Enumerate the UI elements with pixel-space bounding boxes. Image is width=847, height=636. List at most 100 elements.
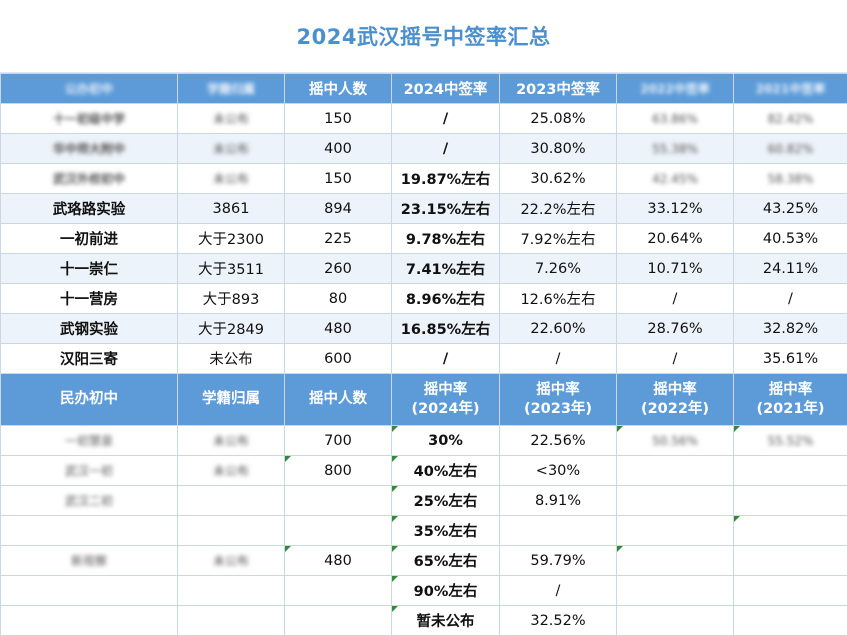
- rate-2024-cell: 40%左右: [391, 455, 500, 486]
- rate-2023-cell: [499, 515, 617, 546]
- private-header-school: 民办初中: [0, 373, 178, 426]
- rate-2024-cell: 9.78%左右: [391, 223, 500, 254]
- rate-2024-cell: 90%左右: [391, 575, 500, 606]
- rate-2024-cell: 7.41%左右: [391, 253, 500, 284]
- table-row: 武汉一初 未公布 800 40%左右 <30%: [0, 455, 847, 486]
- school-name-cell: 武珞路实验: [0, 193, 178, 224]
- school-name-cell: 武汉一初: [0, 455, 178, 486]
- count-cell: 150: [284, 163, 392, 194]
- rate-2021-cell: 60.82%: [733, 133, 847, 164]
- rate-2022-cell: 63.86%: [616, 103, 734, 134]
- table-row: 一初前进 大于2300 225 9.78%左右 7.92%左右 20.64% 4…: [0, 223, 847, 254]
- count-cell: 480: [284, 313, 392, 344]
- roll-cell: 未公布: [177, 133, 285, 164]
- rate-2021-cell: 55.52%: [733, 425, 847, 456]
- rate-2022-cell: 10.71%: [616, 253, 734, 284]
- rate-2023-cell: 22.2%左右: [499, 193, 617, 224]
- rate-2022-cell: 42.45%: [616, 163, 734, 194]
- rate-2021-cell: 40.53%: [733, 223, 847, 254]
- roll-cell: 未公布: [177, 163, 285, 194]
- lottery-rate-table: 公办初中 学籍归属 摇中人数 2024中签率 2023中签率 2022中签率 2…: [0, 73, 847, 636]
- roll-cell: 3861: [177, 193, 285, 224]
- school-name-cell: 一初慧泉: [0, 425, 178, 456]
- public-header-2022: 2022中签率: [616, 73, 734, 104]
- rate-2021-cell: [733, 605, 847, 636]
- school-name-cell: [0, 515, 178, 546]
- private-header-2021: 摇中率 (2021年): [733, 373, 847, 426]
- rate-2021-cell: 32.82%: [733, 313, 847, 344]
- public-header-count: 摇中人数: [284, 73, 392, 104]
- rate-2021-cell: 43.25%: [733, 193, 847, 224]
- school-name-cell: 华中师大附中: [0, 133, 178, 164]
- table-row: 暂未公布 32.52%: [0, 605, 847, 636]
- rate-2023-cell: 12.6%左右: [499, 283, 617, 314]
- count-cell: 80: [284, 283, 392, 314]
- table-row: 汉阳三寄 未公布 600 / / / 35.61%: [0, 343, 847, 374]
- roll-cell: 未公布: [177, 545, 285, 576]
- table-row: 35%左右: [0, 515, 847, 546]
- rate-2024-cell: 暂未公布: [391, 605, 500, 636]
- school-name-cell: [0, 605, 178, 636]
- rate-2023-cell: <30%: [499, 455, 617, 486]
- count-cell: 894: [284, 193, 392, 224]
- rate-2024-cell: 19.87%左右: [391, 163, 500, 194]
- count-cell: 700: [284, 425, 392, 456]
- table-row: 十一初级中学 未公布 150 / 25.08% 63.86% 82.42%: [0, 103, 847, 134]
- rate-2023-cell: 30.62%: [499, 163, 617, 194]
- rate-2023-cell: 59.79%: [499, 545, 617, 576]
- public-header-2024: 2024中签率: [391, 73, 500, 104]
- table-row: 武汉二初 25%左右 8.91%: [0, 485, 847, 516]
- rate-2022-cell: [616, 455, 734, 486]
- table-row: 90%左右 /: [0, 575, 847, 606]
- rate-2023-cell: 7.26%: [499, 253, 617, 284]
- private-header-count: 摇中人数: [284, 373, 392, 426]
- private-header-roll: 学籍归属: [177, 373, 285, 426]
- rate-2022-cell: 33.12%: [616, 193, 734, 224]
- rate-2022-cell: [616, 485, 734, 516]
- roll-cell: 大于2300: [177, 223, 285, 254]
- rate-2023-cell: 7.92%左右: [499, 223, 617, 254]
- roll-cell: 大于3511: [177, 253, 285, 284]
- rate-2024-cell: 23.15%左右: [391, 193, 500, 224]
- rate-2022-cell: 20.64%: [616, 223, 734, 254]
- roll-cell: 大于2849: [177, 313, 285, 344]
- private-header-2024: 摇中率 (2024年): [391, 373, 500, 426]
- roll-cell: 未公布: [177, 455, 285, 486]
- rate-2023-cell: 32.52%: [499, 605, 617, 636]
- rate-2024-cell: 35%左右: [391, 515, 500, 546]
- school-name-cell: 新观察: [0, 545, 178, 576]
- table-row: 十一崇仁 大于3511 260 7.41%左右 7.26% 10.71% 24.…: [0, 253, 847, 284]
- rate-2021-cell: /: [733, 283, 847, 314]
- public-header-school: 公办初中: [0, 73, 178, 104]
- rate-2021-cell: 24.11%: [733, 253, 847, 284]
- school-name-cell: 汉阳三寄: [0, 343, 178, 374]
- rate-2021-cell: [733, 515, 847, 546]
- rate-2023-cell: /: [499, 575, 617, 606]
- rate-2023-cell: /: [499, 343, 617, 374]
- table-row: 武钢实验 大于2849 480 16.85%左右 22.60% 28.76% 3…: [0, 313, 847, 344]
- roll-cell: [177, 605, 285, 636]
- public-header-2021: 2021中签率: [733, 73, 847, 104]
- roll-cell: [177, 575, 285, 606]
- school-name-cell: 武汉外校初中: [0, 163, 178, 194]
- rate-2024-cell: 30%: [391, 425, 500, 456]
- count-cell: [284, 605, 392, 636]
- table-row: 新观察 未公布 480 65%左右 59.79%: [0, 545, 847, 576]
- rate-2022-cell: 28.76%: [616, 313, 734, 344]
- rate-2022-cell: [616, 515, 734, 546]
- count-cell: [284, 485, 392, 516]
- rate-2022-cell: [616, 575, 734, 606]
- rate-2021-cell: [733, 575, 847, 606]
- public-header-roll: 学籍归属: [177, 73, 285, 104]
- roll-cell: [177, 485, 285, 516]
- roll-cell: 未公布: [177, 343, 285, 374]
- public-header-2023: 2023中签率: [499, 73, 617, 104]
- rate-2024-cell: 8.96%左右: [391, 283, 500, 314]
- rate-2022-cell: /: [616, 283, 734, 314]
- count-cell: 600: [284, 343, 392, 374]
- count-cell: 400: [284, 133, 392, 164]
- rate-2023-cell: 30.80%: [499, 133, 617, 164]
- rate-2021-cell: [733, 455, 847, 486]
- rate-2023-cell: 22.60%: [499, 313, 617, 344]
- rate-2024-cell: /: [391, 133, 500, 164]
